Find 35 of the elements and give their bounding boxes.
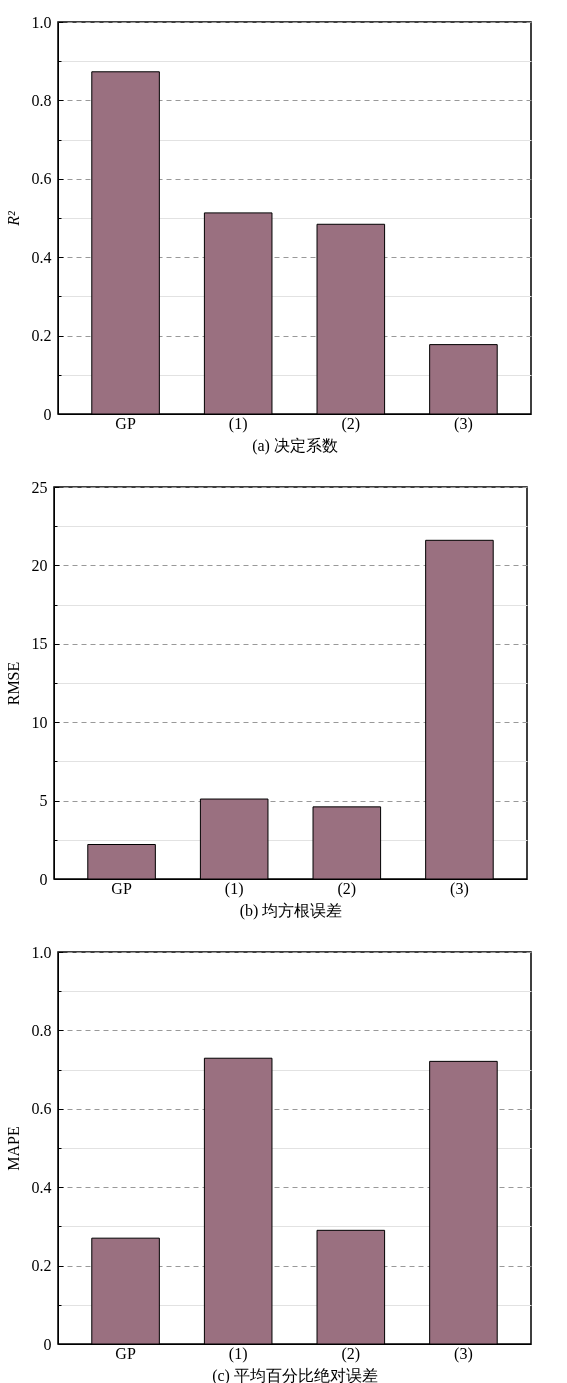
y-tick-label: 0.8 bbox=[31, 1021, 52, 1039]
y-tick-label: 0.4 bbox=[31, 248, 52, 266]
x-tick-label: (2) bbox=[341, 414, 361, 433]
x-axis-title: (b) 均方根误差 bbox=[239, 901, 343, 920]
x-tick-label: GP bbox=[111, 879, 132, 897]
y-axis-title: MAPE bbox=[4, 1126, 22, 1171]
x-tick-label: (1) bbox=[228, 414, 248, 433]
x-tick-label: GP bbox=[115, 1344, 136, 1362]
y-tick-label: 10 bbox=[31, 713, 48, 731]
y-tick-label: 0.8 bbox=[31, 91, 52, 109]
y-tick-label: 0.2 bbox=[31, 1257, 52, 1275]
y-tick-label: 20 bbox=[31, 556, 48, 574]
y-tick-label: 1.0 bbox=[31, 13, 52, 31]
y-tick-label: 1.0 bbox=[31, 943, 52, 961]
y-tick-label: 0 bbox=[43, 405, 52, 423]
x-tick-label: GP bbox=[115, 414, 136, 432]
x-tick-label: (1) bbox=[224, 879, 244, 898]
x-tick-label: (2) bbox=[337, 879, 357, 898]
y-tick-label: 15 bbox=[31, 635, 48, 653]
x-tick-label: (3) bbox=[454, 1344, 473, 1363]
x-tick-label: (3) bbox=[450, 879, 469, 898]
y-tick-label: 0.6 bbox=[31, 1100, 52, 1118]
y-axis-title: R² bbox=[4, 210, 22, 227]
y-tick-label: 25 bbox=[31, 478, 48, 496]
y-tick-label: 0.2 bbox=[31, 327, 52, 345]
y-tick-label: 0.4 bbox=[31, 1178, 52, 1196]
y-tick-label: 5 bbox=[39, 792, 48, 810]
x-tick-label: (1) bbox=[228, 1344, 248, 1363]
x-axis-title: (a) 决定系数 bbox=[252, 436, 338, 455]
y-tick-label: 0 bbox=[39, 870, 48, 888]
y-axis-title: RMSE bbox=[4, 661, 22, 706]
y-tick-label: 0.6 bbox=[31, 170, 52, 188]
y-tick-label: 0 bbox=[43, 1335, 52, 1353]
x-tick-label: (3) bbox=[454, 414, 473, 433]
x-tick-label: (2) bbox=[341, 1344, 361, 1363]
